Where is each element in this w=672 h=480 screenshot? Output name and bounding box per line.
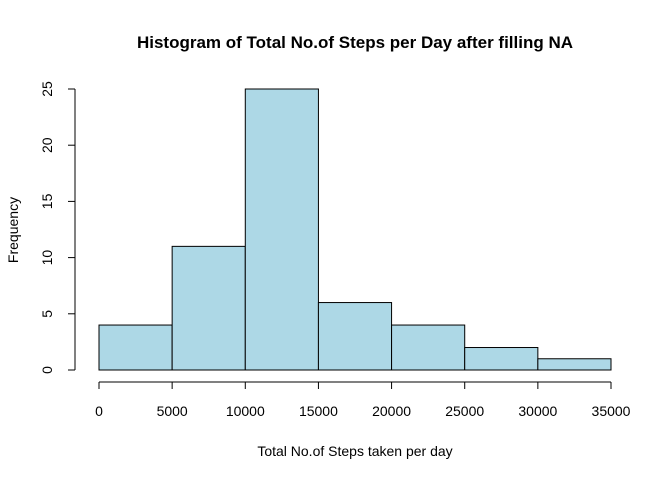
chart-title: Histogram of Total No.of Steps per Day a…	[137, 33, 573, 52]
histogram-bar-4	[391, 324, 466, 371]
x-tick-label: 10000	[226, 403, 265, 419]
histogram-bar-6	[537, 358, 612, 371]
histogram-bar-3	[317, 302, 393, 371]
y-tick-label: 0	[39, 366, 55, 374]
y-axis-label: Frequency	[5, 197, 21, 263]
histogram-bar-1	[171, 245, 246, 371]
histogram-bar-5	[464, 347, 539, 371]
x-tick-label: 5000	[157, 403, 188, 419]
x-tick-label: 30000	[518, 403, 557, 419]
histogram-bar-0	[98, 324, 173, 371]
histogram-bars	[98, 88, 612, 371]
x-axis: 0 5000 10000 15000 20000 25000 30000 35000	[95, 381, 631, 419]
x-tick-label: 0	[95, 403, 103, 419]
y-tick-label: 20	[39, 137, 55, 153]
x-tick-label: 20000	[372, 403, 411, 419]
y-tick-label: 25	[39, 81, 55, 97]
y-tick-label: 5	[39, 310, 55, 318]
x-tick-label: 15000	[299, 403, 338, 419]
x-tick-label: 35000	[592, 403, 631, 419]
histogram-bar-2	[244, 88, 319, 371]
y-axis: 0 5 10 15 20 25	[39, 81, 76, 374]
x-axis-label: Total No.of Steps taken per day	[257, 443, 452, 459]
y-tick-label: 10	[39, 250, 55, 266]
x-tick-label: 25000	[445, 403, 484, 419]
y-tick-label: 15	[39, 193, 55, 209]
